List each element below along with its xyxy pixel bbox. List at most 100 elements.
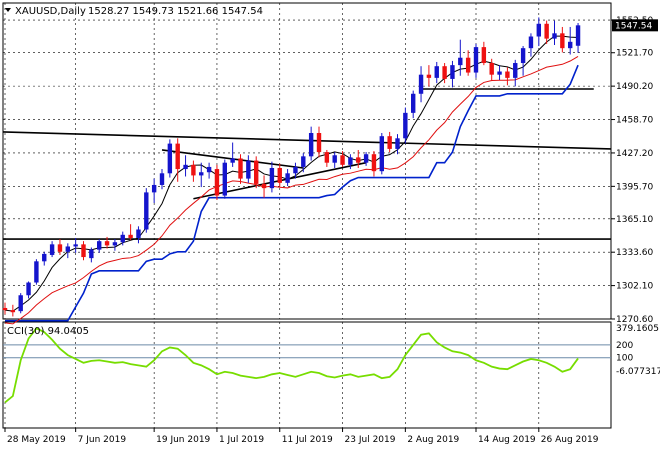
candle-body [230, 158, 235, 163]
price-tick-label: 1490.20 [616, 82, 653, 92]
price-tick-label: 1427.20 [616, 149, 653, 159]
candle-body [575, 25, 581, 46]
candle-body [465, 57, 471, 73]
date-label: 2 Aug 2019 [407, 435, 459, 445]
cci-title: CCI(30) 94.0405 [7, 326, 89, 337]
candles [2, 17, 581, 317]
candle-body [65, 246, 70, 252]
candle-body [144, 192, 149, 230]
candle-body [497, 71, 502, 75]
price-tick-label: 1365.10 [616, 215, 653, 225]
symbol-label: XAUUSD,Daily [15, 6, 86, 17]
candle-body [379, 136, 384, 172]
candle-body [411, 93, 416, 113]
candle-body [206, 166, 212, 173]
candle-body [222, 162, 227, 196]
candle-body [175, 143, 180, 170]
candle-body [254, 160, 259, 184]
price-tick-label: 1302.10 [616, 282, 653, 292]
candle-body [97, 241, 102, 250]
cci-tick-label: 100 [616, 354, 633, 364]
date-label: 23 Jul 2019 [345, 435, 396, 445]
candle-body [10, 310, 16, 313]
cci-tick-label: 379.1605 [616, 324, 659, 334]
candle-body [340, 155, 345, 165]
candle-body [89, 249, 94, 259]
candle-body [332, 155, 337, 163]
date-label: 7 Jun 2019 [78, 435, 127, 445]
last-price-label: 1547.54 [615, 21, 652, 31]
date-label: 11 Jul 2019 [282, 435, 333, 445]
candle-body [536, 23, 541, 37]
candle-body [34, 261, 39, 283]
date-label: 1 Jul 2019 [219, 435, 264, 445]
candle-body [293, 166, 298, 174]
candle-body [544, 23, 549, 39]
candle-body [26, 282, 31, 296]
candle-body [81, 244, 86, 258]
candle-body [473, 47, 479, 73]
price-tick-label: 1395.70 [616, 182, 653, 192]
collapse-triangle-icon[interactable] [5, 8, 11, 12]
candle-body [520, 48, 526, 64]
candle-body [199, 172, 204, 176]
candle-body [151, 184, 157, 193]
candle-body [489, 63, 494, 75]
moving-average-red [4, 55, 579, 325]
date-label: 28 May 2019 [7, 435, 66, 445]
candle-body [301, 156, 306, 167]
price-tick-label: 1333.60 [616, 248, 653, 258]
date-label: 26 Aug 2019 [541, 435, 599, 445]
candle-body [57, 244, 63, 252]
candle-body [481, 47, 487, 64]
cci-tick-label: 200 [616, 341, 633, 351]
price-tick-label: 1270.60 [616, 315, 653, 325]
candle-body [167, 143, 173, 174]
candle-body [18, 295, 23, 312]
candle-body [269, 167, 275, 189]
candle-body [450, 65, 455, 79]
candle-body [49, 244, 55, 255]
candle-body [434, 66, 439, 78]
candle-body [73, 244, 78, 247]
indicator-overlays [2, 35, 612, 325]
candle-body [246, 160, 251, 179]
cci-tick-label: -6.077317 [616, 367, 660, 377]
candle-body [136, 229, 141, 238]
last-price-marker [612, 19, 658, 32]
candle-body [191, 164, 196, 176]
candle-body [356, 157, 361, 163]
price-tick-label: 1458.70 [616, 116, 653, 126]
candle-body [120, 234, 125, 243]
trailing-stop-line [5, 64, 579, 322]
candle-body [442, 66, 447, 79]
candle-body [316, 133, 322, 153]
grid [3, 3, 611, 428]
candle-body [285, 173, 290, 183]
price-pane-frame [2, 2, 612, 320]
candle-body [238, 158, 243, 179]
candle-body [552, 33, 557, 39]
candle-body [426, 74, 432, 78]
candle-body [2, 307, 8, 311]
ohlc-values: 1528.27 1549.73 1521.66 1547.54 [88, 6, 263, 17]
candle-body [418, 74, 424, 94]
date-label: 19 Jun 2019 [156, 435, 210, 445]
candle-body [403, 112, 408, 139]
candle-body [42, 253, 47, 262]
cci-line [4, 327, 579, 404]
candle-body [159, 173, 165, 185]
candle-body [528, 36, 534, 49]
candle-body [387, 136, 392, 149]
price-tick-label: 1521.70 [616, 49, 653, 59]
date-label: 14 Aug 2019 [478, 435, 536, 445]
candle-body [371, 154, 377, 172]
candle-body [214, 169, 220, 196]
candle-body [277, 167, 282, 183]
candle-body [458, 57, 463, 66]
candle-body [261, 183, 267, 189]
candle-body [348, 157, 353, 165]
candle-body [308, 133, 314, 157]
